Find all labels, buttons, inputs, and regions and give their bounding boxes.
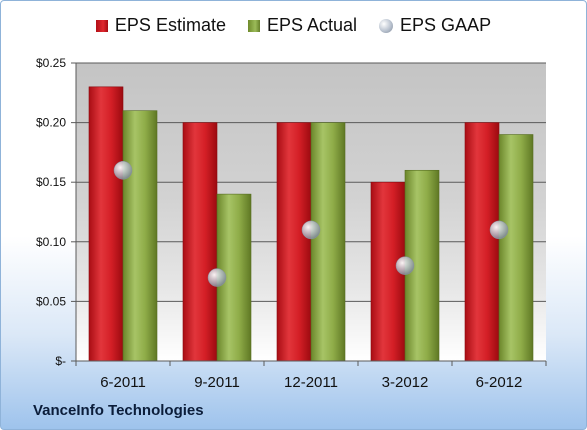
marker-eps-gaap [395,256,415,275]
x-axis: 6-2011 9-2011 12-2011 3-2012 6-2012 [75,360,547,391]
bar-eps-actual [498,134,534,362]
y-tick-label: $0.10 [36,235,66,249]
y-tick-label: $0.15 [36,175,66,189]
legend-label-actual: EPS Actual [266,15,358,35]
y-tick-label: $- [55,354,66,368]
bar-eps-estimate [182,122,218,362]
bar-eps-estimate [276,122,312,362]
x-tick-label: 6-2012 [476,374,523,391]
marker-eps-gaap [301,220,321,240]
x-tick-label: 6-2011 [100,374,146,391]
gaap-swatch-icon [379,18,394,33]
actual-swatch-icon [247,19,260,32]
y-axis: $- $0.05 $0.10 $0.15 $0.20 $0.25 [36,56,77,368]
bar-eps-estimate [88,86,124,362]
bars [88,86,534,362]
legend-label-gaap: EPS GAAP [400,15,492,35]
marker-eps-gaap [207,268,227,287]
gaap-markers [113,161,509,287]
x-tick-label: 12-2011 [284,374,338,391]
company-name: VanceInfo Technologies [33,402,204,419]
y-tick-label: $0.05 [36,294,66,308]
bar-eps-actual [122,110,158,362]
x-tick-label: 3-2012 [382,374,429,391]
bar-eps-actual [310,122,346,362]
y-tick-label: $0.25 [36,56,66,70]
x-tick-label: 9-2011 [194,374,240,391]
legend-item-gaap: EPS GAAP [379,15,491,36]
legend: EPS Estimate EPS Actual EPS GAAP [1,15,586,36]
bar-eps-estimate [464,122,500,362]
estimate-swatch-icon [95,19,108,32]
legend-item-actual: EPS Actual [247,15,358,36]
marker-eps-gaap [113,161,133,180]
y-tick-label: $0.20 [36,116,66,130]
legend-item-estimate: EPS Estimate [95,15,226,36]
marker-eps-gaap [489,220,509,240]
legend-label-estimate: EPS Estimate [114,15,226,35]
